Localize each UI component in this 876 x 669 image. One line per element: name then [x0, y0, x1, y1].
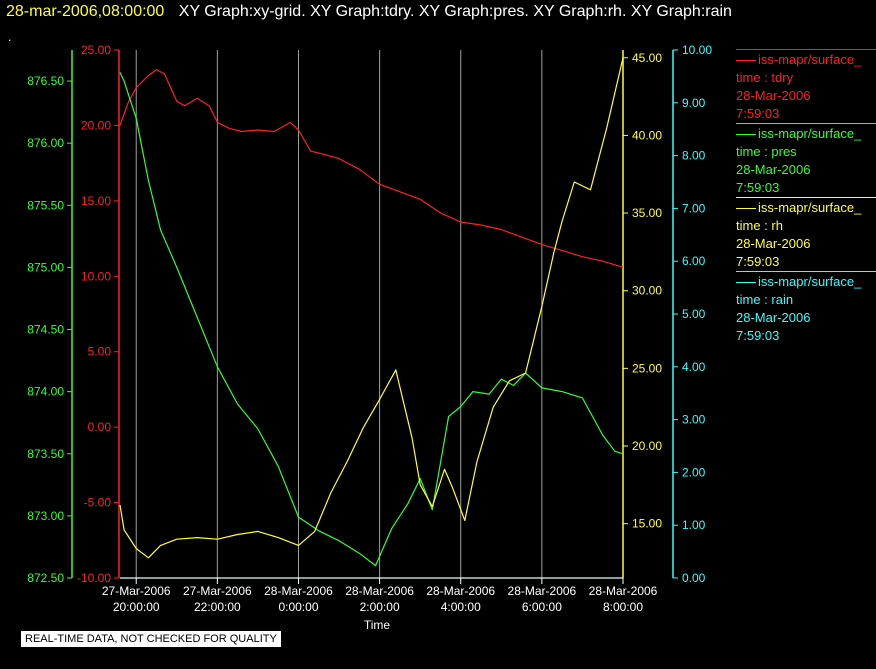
rh-tick-label: 20.00: [632, 439, 662, 453]
legend: iss-mapr/surface_ time : tdry 28-Mar-2006 7…: [736, 49, 876, 345]
legend-line-swatch: [736, 208, 756, 210]
pres-tick-label: 873.50: [27, 447, 64, 461]
rain-tick-label: 1.00: [682, 518, 706, 532]
x-tick-label-date: 27-Mar-2006: [183, 584, 252, 598]
grid-lines: [135, 50, 543, 578]
pres-tick-label: 875.50: [27, 198, 64, 212]
legend-time: 7:59:03: [736, 180, 780, 195]
x-tick-label-time: 0:00:00: [278, 600, 318, 614]
legend-variable: time : tdry: [736, 70, 794, 85]
series-line-tdry: [119, 68, 624, 268]
x-tick-label-date: 28-Mar-2006: [264, 584, 333, 598]
legend-date: 28-Mar-2006: [736, 162, 811, 177]
legend-source-text: iss-mapr/surface_: [758, 52, 862, 67]
tdry-tick-label: -5.00: [84, 496, 112, 510]
rh-tick-label: 35.00: [632, 206, 662, 220]
pres-tick-label: 874.50: [27, 323, 64, 337]
series-line-pres: [119, 72, 624, 567]
rain-tick-label: 10.00: [682, 43, 712, 57]
x-tick-label-time: 6:00:00: [522, 600, 562, 614]
legend-source: iss-mapr/surface_: [736, 199, 876, 217]
legend-entry-3: iss-mapr/surface_time : rain 28-Mar-2006 7…: [736, 271, 876, 345]
rain-tick-label: 7.00: [682, 201, 706, 215]
rain-tick-label: 4.00: [682, 360, 706, 374]
x-tick-label-time: 2:00:00: [360, 600, 400, 614]
x-tick-label-date: 27-Mar-2006: [102, 584, 171, 598]
tdry-tick-label: 25.00: [81, 43, 111, 57]
axes: 872.50 873.00 873.50 874.00 874.50 875.00 875.…: [27, 43, 712, 585]
tdry-tick-label: 0.00: [88, 420, 112, 434]
marker-dot: .: [8, 30, 12, 44]
legend-source: iss-mapr/surface_: [736, 125, 876, 143]
rh-tick-label: 30.00: [632, 284, 662, 298]
legend-date: 28-Mar-2006: [736, 236, 811, 251]
x-tick-label-time: 8:00:00: [603, 600, 643, 614]
pres-tick-label: 872.50: [27, 571, 64, 585]
rh-tick-label: 40.00: [632, 128, 662, 142]
legend-line-swatch: [736, 134, 756, 136]
legend-source-text: iss-mapr/surface_: [758, 274, 862, 289]
rh-tick-label: 45.00: [632, 51, 662, 65]
pres-tick-label: 873.00: [27, 509, 64, 523]
title-bar: 28-mar-2006,08:00:00 XY Graph:xy-grid. X…: [6, 3, 732, 21]
tdry-tick-label: 5.00: [88, 345, 112, 359]
legend-date: 28-Mar-2006: [736, 88, 811, 103]
rain-tick-label: 0.00: [682, 571, 706, 585]
x-tick-label-date: 28-Mar-2006: [589, 584, 658, 598]
legend-variable: time : pres: [736, 144, 797, 159]
rain-tick-label: 8.00: [682, 149, 706, 163]
rain-tick-label: 2.00: [682, 465, 706, 479]
legend-entry-2: iss-mapr/surface_time : rh 28-Mar-2006 7:5…: [736, 197, 876, 271]
x-tick-label-date: 28-Mar-2006: [345, 584, 414, 598]
x-tick-label-time: 20:00:00: [113, 600, 160, 614]
x-tick-label-time: 22:00:00: [194, 600, 241, 614]
x-tick-label-time: 4:00:00: [441, 600, 481, 614]
legend-date: 28-Mar-2006: [736, 310, 811, 325]
rain-tick-label: 5.00: [682, 307, 706, 321]
series-line-rh: [119, 57, 624, 559]
rain-tick-label: 3.00: [682, 413, 706, 427]
pres-tick-label: 874.00: [27, 385, 64, 399]
legend-variable: time : rain: [736, 292, 794, 307]
legend-entry-1: iss-mapr/surface_time : pres 28-Mar-2006 7…: [736, 123, 876, 197]
rain-tick-label: 9.00: [682, 96, 706, 110]
legend-time: 7:59:03: [736, 254, 780, 269]
legend-line-swatch: [736, 60, 756, 62]
tdry-tick-label: -10.00: [77, 571, 111, 585]
x-tick-label-date: 28-Mar-2006: [508, 584, 577, 598]
pres-tick-label: 875.00: [27, 260, 64, 274]
legend-variable: time : rh: [736, 218, 783, 233]
legend-source: iss-mapr/surface_: [736, 51, 876, 69]
rh-tick-label: 15.00: [632, 517, 662, 531]
legend-source: iss-mapr/surface_: [736, 273, 876, 291]
quality-disclaimer: REAL-TIME DATA, NOT CHECKED FOR QUALITY: [21, 631, 281, 647]
timestamp-label: 28-mar-2006,08:00:00: [6, 3, 165, 20]
legend-entry-0: iss-mapr/surface_time : tdry 28-Mar-2006 7…: [736, 49, 876, 123]
legend-source-text: iss-mapr/surface_: [758, 126, 862, 141]
legend-time: 7:59:03: [736, 106, 780, 121]
x-axis: 27-Mar-2006 20:00:00 27-Mar-2006 22:00:00 28…: [102, 577, 658, 632]
legend-source-text: iss-mapr/surface_: [758, 200, 862, 215]
tdry-tick-label: 15.00: [81, 194, 111, 208]
pres-tick-label: 876.50: [27, 74, 64, 88]
pres-tick-label: 876.00: [27, 136, 64, 150]
graph-list-label: XY Graph:xy-grid. XY Graph:tdry. XY Grap…: [178, 3, 732, 20]
tdry-tick-label: 10.00: [81, 269, 111, 283]
rh-tick-label: 25.00: [632, 361, 662, 375]
plot-area: [119, 57, 624, 579]
x-tick-label-date: 28-Mar-2006: [426, 584, 495, 598]
rain-tick-label: 6.00: [682, 254, 706, 268]
x-axis-title: Time: [364, 618, 391, 632]
legend-time: 7:59:03: [736, 328, 780, 343]
tdry-tick-label: 20.00: [81, 118, 111, 132]
legend-line-swatch: [736, 282, 756, 284]
